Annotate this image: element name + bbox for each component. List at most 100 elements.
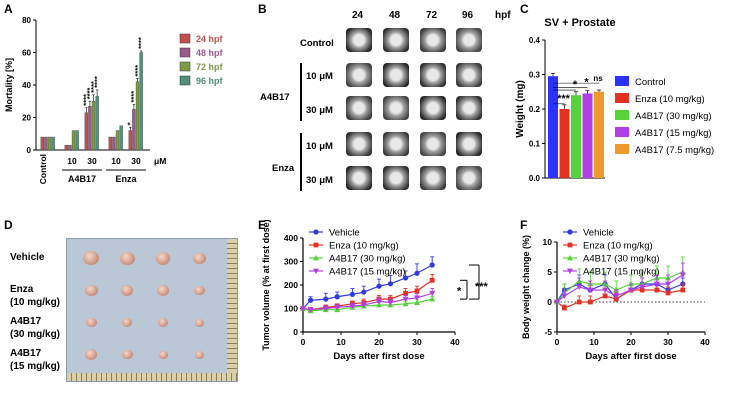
significance-label: *** [557,93,571,105]
bar [44,136,48,151]
legend-label: 96 hpf [196,76,224,86]
tumor-specimen [194,318,204,327]
significance-label: **** [129,91,138,103]
significance-label: **** [133,65,142,77]
data-point [349,291,355,297]
panel-label-b: B [258,2,267,16]
ruler [227,239,237,381]
data-point [414,288,420,294]
embryo-image [383,166,409,190]
ruler-bottom [67,373,237,381]
tumor-specimen [84,284,98,297]
y-tick-label: 0 [547,297,552,307]
data-point [665,290,671,296]
sub-category-label: 10 [111,156,121,166]
embryo-image [456,166,482,190]
series-line [556,289,683,309]
y-tick-label: 60 [22,49,31,58]
legend-swatch [179,61,191,72]
legend-label: 24 hpf [196,34,224,44]
panel-label-f: F [520,218,528,232]
significance-label: *** [475,281,489,293]
tumor-specimen [157,285,169,296]
x-tick-label: 10 [336,337,346,347]
x-tick-label: 30 [663,337,673,347]
data-point [680,287,686,293]
data-point [654,287,660,293]
x-axis-label: Days after first dose [585,351,676,362]
group-label-enza: Enza [272,163,295,174]
embryo-image [383,63,409,87]
data-point [602,293,608,299]
data-point [349,303,356,310]
legend-swatch [179,47,191,58]
bar [571,95,581,178]
embryo-image [420,28,446,52]
y-tick-label: 100 [284,304,298,314]
significance-label: **** [85,87,94,99]
panel-label-c: C [520,2,529,16]
data-point [387,300,394,306]
data-point [429,262,435,268]
tumor-specimen [156,252,170,265]
legend-swatch [615,76,629,86]
embryo-image [383,96,409,120]
row-label-enza-30: 30 μM [306,175,333,186]
group-bracket-enza [300,133,302,191]
y-tick-label: 0.2 [529,105,541,114]
x-tick-label: 20 [626,337,636,347]
embryo-image [383,132,409,156]
legend-label: A4B17 (15 mg/kg) [329,267,406,278]
legend-label: Vehicle [329,228,360,239]
bar [548,76,558,178]
embryo-image [420,166,446,190]
x-tick-label: 40 [450,337,460,347]
bar [132,109,136,151]
bar [95,96,99,151]
data-point [387,281,393,287]
legend-label: A4B17 (15 mg/kg) [583,267,660,278]
data-point [414,295,420,301]
legend-label: Enza (10 mg/kg) [583,241,653,252]
tumor-specimen [158,350,168,359]
legend-label: Vehicle [583,228,614,239]
legend-label: Enza (10 mg/kg) [329,241,399,252]
data-point [376,299,382,305]
legend-marker [313,242,319,248]
y-tick-label: 0 [27,146,32,155]
bar [594,91,604,178]
bar [112,136,116,151]
data-point [322,306,329,312]
y-tick-label: 0.3 [529,71,541,80]
sub-category-label: 30 [87,156,97,166]
y-tick-label: -5 [544,327,552,337]
x-tick-label: 10 [589,337,599,347]
bar [40,136,44,151]
row-label-enza-10: 10 μM [306,141,333,152]
row-label-a4b17-30: 30 μM [306,105,333,116]
data-point [429,290,436,297]
category-label: Control [38,154,48,184]
data-point [561,293,568,299]
x-tick-label: 0 [555,337,560,347]
data-point [613,293,620,299]
data-point [639,287,645,293]
data-point [653,281,660,287]
group-label-a4b17: A4B17 [260,92,290,103]
bar [88,105,92,151]
legend-marker [313,255,319,261]
hpf-header-48: 48 [389,10,401,21]
embryo-image [346,28,372,52]
bar [582,93,593,178]
data-point [403,275,409,281]
tumor-volume-line-chart: 0 100 200 300 400 0 10 20 30 40 Days after first d… [261,220,489,362]
data-point [576,284,583,290]
bar [559,109,570,178]
x-tick-label: 20 [374,337,384,347]
tumor-specimen [121,285,133,296]
tumor-specimen [83,251,99,266]
legend-label: A4B17 (30 mg/kg) [583,254,660,265]
data-point [587,299,593,305]
legend-label: A4B17 (7.5 mg/kg) [635,145,714,156]
weight-bar-chart: SV + Prostate 0.0 0.1 0.2 0.3 0.4 Weight (mg) *… [515,17,714,183]
